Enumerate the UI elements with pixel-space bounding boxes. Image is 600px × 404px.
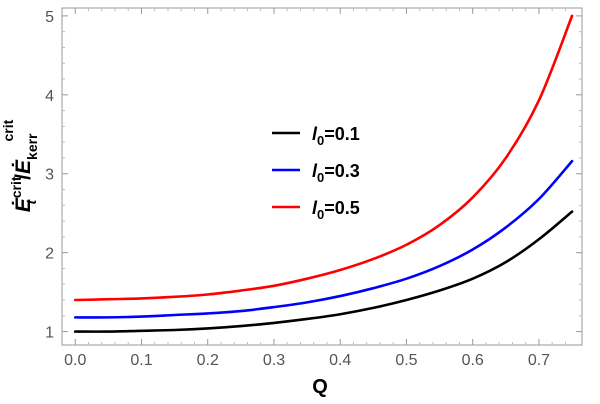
axis-ticks [62, 8, 582, 345]
y-tick-label: 5 [45, 9, 54, 26]
plot-frame [61, 7, 583, 346]
x-tick-label: 0.3 [263, 352, 285, 369]
x-tick-label: 0.5 [395, 352, 417, 369]
x-tick-label: 0.7 [528, 352, 550, 369]
y-axis-title-subscript-2: kerr [24, 133, 40, 160]
y-axis-title-slash: / [12, 174, 35, 180]
legend-label-2: l0=0.3 [312, 161, 360, 185]
legend-label-3: l0=0.5 [312, 198, 360, 222]
y-axis-title-superscript-2: crit [0, 119, 16, 141]
series-line-3 [73, 14, 574, 302]
y-axis-title-symbol: Ė [12, 197, 35, 212]
x-tick-label: 0.4 [329, 352, 351, 369]
y-axis-title-symbol-2: Ė [12, 159, 35, 174]
series-lines [73, 14, 574, 333]
y-axis-title-superscript: crit [8, 176, 24, 198]
x-tick-label: 0.1 [130, 352, 152, 369]
plot-border [61, 7, 583, 346]
y-tick-label: 4 [45, 88, 54, 105]
legend: l0=0.1 l0=0.3 l0=0.5 [272, 124, 360, 222]
axis-tick-labels: 0.0 0.1 0.2 0.3 0.4 0.5 0.6 0.7 1 2 3 4 5 [45, 9, 550, 369]
x-tick-label: 0.0 [64, 352, 86, 369]
y-tick-label: 3 [45, 167, 54, 184]
x-tick-label: 0.2 [197, 352, 219, 369]
y-tick-label: 1 [45, 325, 54, 342]
series-line-1 [73, 210, 574, 333]
x-axis-title: Q [312, 376, 328, 398]
x-tick-label: 0.6 [462, 352, 484, 369]
legend-label-1: l0=0.1 [312, 124, 360, 148]
y-axis-title-subscript: t [23, 198, 39, 204]
y-axis-title: Ėcritt/Ėkerrcrit [0, 119, 40, 212]
series-line-2 [73, 159, 574, 319]
y-tick-label: 2 [45, 246, 54, 263]
